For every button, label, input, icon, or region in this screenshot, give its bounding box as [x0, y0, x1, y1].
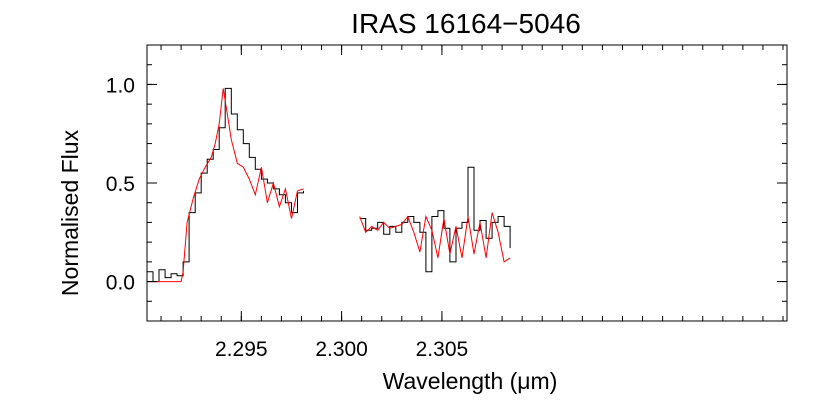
x-axis-label: Wavelength (μm)	[383, 368, 558, 394]
plot-frame	[146, 44, 788, 322]
x-tick-label: 2.295	[215, 338, 268, 361]
tick-layer: 2.295 2.300 2.305 0.0 0.5 1.0	[106, 44, 787, 361]
model-spectrum-segment-2	[359, 212, 511, 263]
model-spectrum-segment-1	[147, 88, 304, 283]
y-axis-label: Normalised Flux	[57, 129, 83, 296]
observed-spectrum-segment-2	[359, 166, 511, 273]
series-layer	[147, 87, 511, 283]
y-tick-label: 0.0	[106, 272, 135, 295]
chart-title: IRAS 16164−5046	[351, 8, 581, 39]
y-tick-label: 0.5	[106, 173, 135, 196]
y-tick-label: 1.0	[106, 74, 135, 97]
x-tick-label: 2.300	[315, 338, 368, 361]
observed-spectrum-segment-1	[147, 87, 304, 283]
x-tick-label: 2.305	[416, 338, 469, 361]
